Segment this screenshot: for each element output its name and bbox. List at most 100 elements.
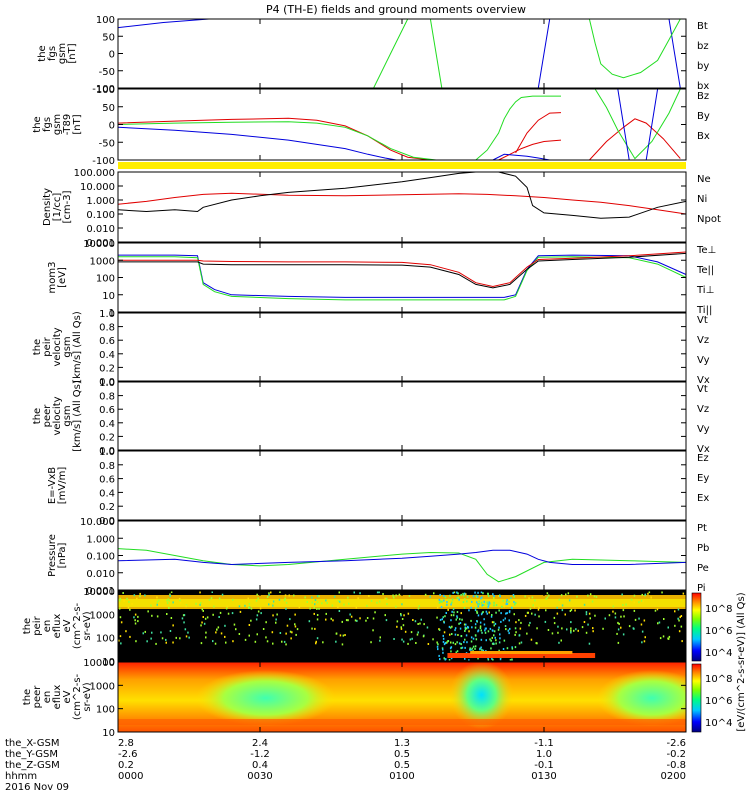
efield-ytick-4: 0.2 — [99, 502, 115, 513]
fgs-ytick-0: 100 — [96, 15, 115, 26]
ephem-value-1-0: -2.6 — [118, 749, 138, 760]
fgs_dsl-series-Bz-7 — [589, 118, 681, 161]
temperature-ytick-4: 1 — [109, 308, 115, 319]
pressure-ytick-1: 1.000 — [86, 534, 115, 545]
colorbar-lower — [691, 663, 702, 733]
efield-ytick-2: 0.6 — [99, 475, 115, 486]
ephem-value-3-0: 0000 — [118, 771, 143, 782]
panel-peer_eflux: 10000 1000 100 10 the peer en eflux eV (cm^2-s-sr… — [22, 658, 687, 739]
ephem-value-2-0: 0.2 — [118, 760, 134, 771]
peir_eflux-ylabel-1: peir — [32, 615, 43, 635]
efield-ylabel-0: E=-VxB — [47, 467, 58, 504]
colorbar-lower-tick-2: 10^4 — [705, 718, 732, 729]
peer_eflux-ylabel-6: sr-eV) — [82, 682, 93, 711]
peir_eflux-ylabel-0: the — [22, 618, 33, 634]
fgs-series-by-5 — [588, 18, 681, 79]
pressure-legend-3: Pi — [697, 583, 706, 594]
peir_eflux-ylabel-6: sr-eV) — [82, 611, 93, 640]
density-legend-1: Ni — [697, 194, 707, 205]
peir_eflux-ytick-3: 10 — [102, 657, 115, 668]
pressure-ytick-0: 10.000 — [80, 517, 115, 528]
ephem-value-0-1: 2.4 — [252, 738, 268, 749]
date-label: 2016 Nov 09 — [5, 782, 69, 793]
fgs_dsl-series-Bz-1 — [117, 117, 431, 161]
ephem-value-3-3: 0130 — [531, 771, 556, 782]
panel-efield: 1.0 0.8 0.6 0.4 0.2 0.0 E=-VxB [mV/m] Ez Ey Ex — [47, 447, 709, 527]
pressure-ylabel-1: [nPa] — [57, 542, 68, 568]
density-ylabel-1: [1/cc] — [52, 193, 63, 222]
density-ytick-2: 1.000 — [86, 196, 115, 207]
peir_eflux-spectrogram — [118, 591, 686, 661]
peir_eflux-ytick-0: 10000 — [83, 587, 115, 598]
colorbar-lower-tick-1: 10^6 — [705, 696, 732, 707]
fgs-ylabel-3: [nT] — [67, 43, 78, 63]
temperature-legend-3: Ti|| — [696, 305, 712, 316]
pressure-frame — [117, 520, 687, 591]
temperature-legend-0: Te⊥ — [696, 245, 716, 256]
fgs-legend-1: bz — [697, 41, 709, 52]
peer_eflux-ylabel-3: eflux — [52, 685, 63, 710]
vpeir-legend-1: Vz — [697, 335, 709, 346]
fgs_dsl-series-By-8 — [594, 88, 681, 160]
ephem-value-2-4: -0.8 — [666, 760, 686, 771]
efield-frame — [117, 450, 687, 521]
efield-ytick-1: 0.8 — [99, 461, 115, 472]
peer_eflux-ylabel-2: en — [42, 691, 53, 704]
colorbar-upper — [691, 592, 702, 662]
fgs-ytick-2: 0 — [109, 50, 115, 61]
density-ytick-4: 0.010 — [86, 224, 115, 235]
ephem-row-label-2: the_Z-GSM — [5, 760, 60, 771]
ephem-value-3-2: 0100 — [389, 771, 414, 782]
efield-ytick-0: 1.0 — [99, 447, 115, 458]
efield-legend-0: Ez — [697, 453, 709, 464]
temperature-ytick-3: 10 — [102, 291, 115, 302]
vpeir-ytick-2: 0.6 — [99, 336, 115, 347]
fgs_dsl-ylabel-4: [nT] — [72, 114, 83, 134]
peer_eflux-ytick-0: 10000 — [83, 658, 115, 669]
peir_eflux-ylabel-3: eflux — [52, 614, 63, 639]
peir_eflux-ytick-2: 100 — [96, 634, 115, 645]
vpeer-ylabel-0: the — [32, 408, 43, 424]
fgs_dsl-ylabel-3: -T89 — [62, 114, 73, 136]
ephem-value-2-3: -0.1 — [534, 760, 554, 771]
fgs_dsl-series-Bx-9 — [617, 88, 630, 161]
density-ytick-1: 10.000 — [80, 182, 115, 193]
fgs_dsl-legend-0: Bz — [697, 91, 709, 102]
fgs_dsl-series-Bx-4 — [492, 153, 550, 161]
colorbar-upper-tick-0: 10^8 — [705, 604, 732, 615]
vpeir-ylabel-4: [km/s] (All Qs) — [72, 311, 83, 383]
fgs-ylabel-2: gsm — [57, 43, 68, 64]
fgs-legend-3: bx — [697, 81, 709, 92]
fgs-series-by-3 — [373, 18, 409, 89]
fgs_dsl-ytick-3: -50 — [99, 138, 115, 149]
density-series-Ne-0 — [117, 192, 687, 215]
vpeir-ytick-3: 0.4 — [99, 350, 115, 361]
fgs-series-bx-1 — [537, 18, 551, 89]
pressure-series-Pe-0 — [117, 548, 687, 583]
panel-fgs_dsl: 100 50 0 -50 -100 the fgs gsm -T89 [nT] Bz By Bx — [32, 85, 710, 167]
ephem-value-1-4: -0.2 — [666, 749, 686, 760]
fgs_dsl-series-Bz-6 — [515, 112, 562, 154]
temperature-series-Te⊥-3 — [118, 251, 687, 288]
efield-legend-1: Ey — [697, 473, 709, 484]
ephem-row-label-3: hhmm — [5, 771, 37, 782]
peir_eflux-ylabel-2: en — [42, 620, 53, 633]
fgs_dsl-series-Bx-0 — [117, 126, 397, 161]
fgs_dsl-ytick-0: 100 — [96, 85, 115, 96]
fgs-series-bx-0 — [117, 18, 209, 29]
colorbar: 10^8 10^6 10^4 10^8 10^6 10^4 [eV/(cm^2-… — [691, 592, 747, 733]
vpeer-ytick-0: 1.0 — [99, 378, 115, 389]
fgs-legend-0: Bt — [697, 21, 708, 32]
density-series-Ni-1 — [117, 171, 687, 219]
fgs-series-bx-2 — [668, 18, 681, 89]
vpeer-ytick-3: 0.4 — [99, 419, 115, 430]
vpeir-ylabel-0: the — [32, 339, 43, 355]
quality-flag-bar — [118, 162, 686, 169]
vpeer-legend-2: Vy — [697, 424, 710, 435]
pressure-ytick-3: 0.010 — [86, 569, 115, 580]
vpeer-ytick-4: 0.2 — [99, 432, 115, 443]
pressure-ylabel-0: Pressure — [47, 534, 58, 577]
temperature-frame — [117, 242, 687, 313]
